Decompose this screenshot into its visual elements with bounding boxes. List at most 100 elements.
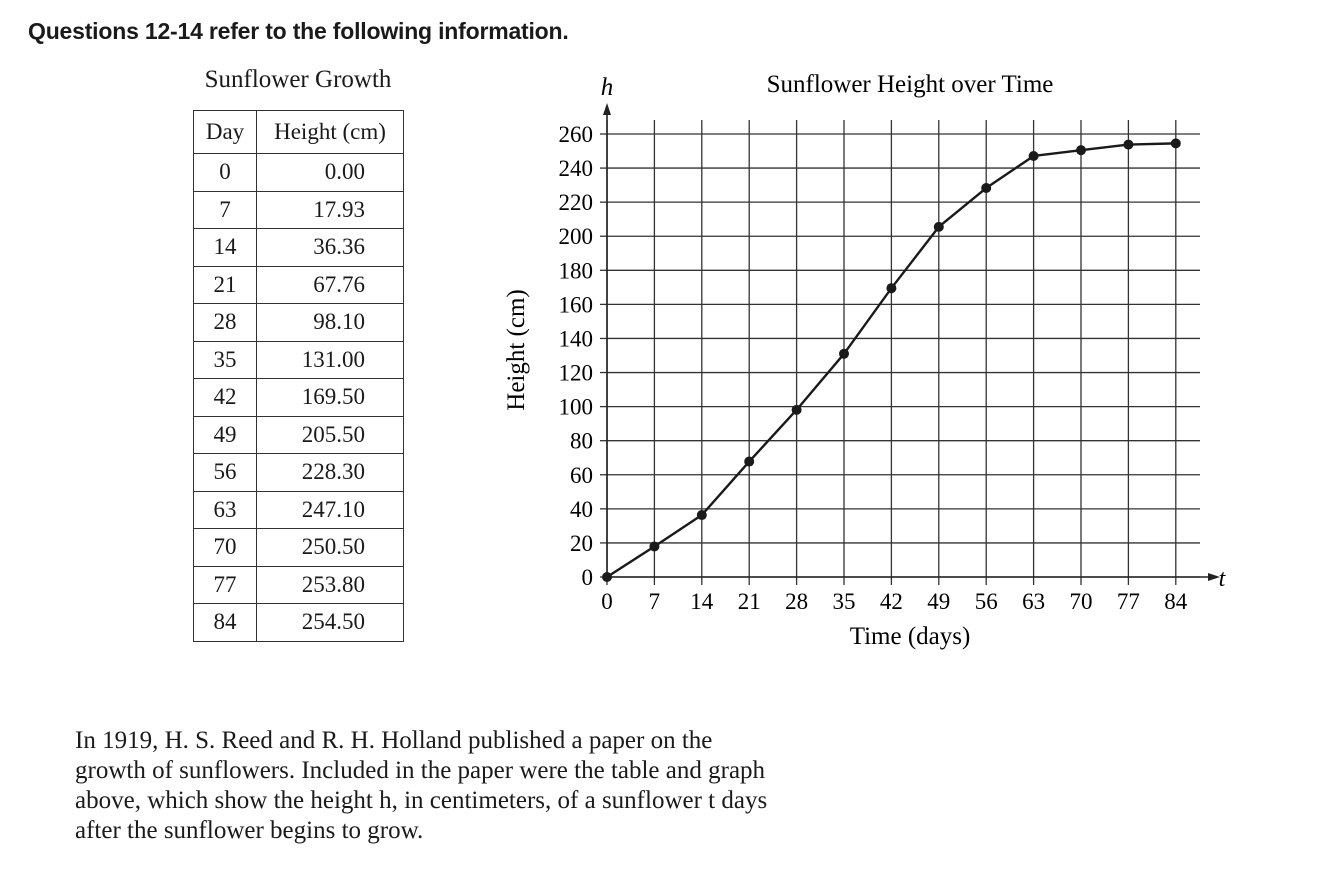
day-cell: 28	[193, 303, 257, 342]
day-cell: 70	[193, 528, 257, 567]
day-cell: 35	[193, 340, 257, 379]
x-tick-label: 21	[738, 589, 761, 614]
y-axis-arrow	[603, 103, 611, 115]
data-point	[791, 404, 802, 415]
passage-line: after the sunflower begins to grow.	[75, 817, 424, 844]
y-axis-variable: h	[601, 74, 614, 101]
height-cell: 228.30	[256, 453, 404, 492]
chart-series	[602, 138, 1181, 582]
table-row: 84 254.50	[193, 603, 404, 642]
x-tick-label: 63	[1022, 589, 1045, 614]
x-tick-label: 42	[880, 589, 903, 614]
x-tick-label: 56	[975, 589, 998, 614]
day-cell: 49	[193, 415, 257, 454]
x-axis-label: Time (days)	[850, 623, 971, 650]
day-cell: 21	[193, 265, 257, 304]
y-tick-label: 140	[559, 326, 594, 351]
height-cell: 36.36	[256, 228, 404, 267]
column-header-day: Day	[193, 110, 257, 154]
y-tick-label: 80	[570, 429, 593, 454]
day-cell: 14	[193, 228, 257, 267]
chart-grid	[600, 120, 1200, 585]
passage-line: above, which show the height h, in centi…	[75, 787, 768, 814]
table-row: 0 0.00	[193, 153, 404, 192]
y-tick-label: 100	[559, 395, 594, 420]
data-point	[886, 283, 897, 294]
height-cell: 98.10	[256, 303, 404, 342]
data-point	[744, 456, 755, 467]
passage: In 1919, H. S. Reed and R. H. Holland pu…	[75, 726, 875, 846]
day-cell: 77	[193, 565, 257, 604]
table-row: 21 67.76	[193, 265, 404, 304]
height-cell: 250.50	[256, 528, 404, 567]
table-row: 28 98.10	[193, 303, 404, 342]
y-tick-label: 240	[559, 156, 594, 181]
column-header-height: Height (cm)	[256, 110, 404, 154]
y-tick-label: 120	[559, 361, 594, 386]
data-point	[1076, 145, 1086, 156]
page-heading: Questions 12-14 refer to the following i…	[28, 18, 569, 44]
data-point	[1170, 138, 1181, 149]
table-header-row: Day Height (cm)	[193, 110, 404, 154]
table-title: Sunflower Growth	[204, 66, 392, 93]
height-cell: 247.10	[256, 490, 404, 529]
table-row: 7 17.93	[193, 190, 404, 229]
height-cell: 0.00	[256, 153, 404, 192]
y-tick-label: 180	[559, 258, 594, 283]
y-tick-label: 0	[582, 565, 594, 590]
x-tick-label: 49	[927, 589, 950, 614]
x-tick-label: 70	[1070, 589, 1093, 614]
day-cell: 42	[193, 378, 257, 417]
x-tick-labels: 0 7 14 21 28 35 42 49 56 63 70 77 84	[601, 589, 1188, 614]
x-tick-label: 0	[601, 589, 613, 614]
passage-line: In 1919, H. S. Reed and R. H. Holland pu…	[75, 727, 713, 754]
data-point	[696, 510, 707, 521]
height-cell: 67.76	[256, 265, 404, 304]
table-row: 56 228.30	[193, 453, 404, 492]
x-tick-label: 7	[649, 589, 661, 614]
data-point	[933, 221, 944, 232]
height-cell: 253.80	[256, 565, 404, 604]
y-tick-label: 40	[570, 497, 593, 522]
y-tick-labels: 0 20 40 60 80 100 120 140 160 180 200 220 240 260	[559, 122, 594, 590]
table-row: 77 253.80	[193, 565, 404, 604]
x-tick-label: 28	[785, 589, 808, 614]
x-axis-arrow	[1208, 573, 1220, 581]
y-tick-label: 200	[559, 224, 594, 249]
height-cell: 169.50	[256, 378, 404, 417]
height-cell: 254.50	[256, 603, 404, 642]
x-tick-label: 35	[833, 589, 856, 614]
height-over-time-chart: 0 20 40 60 80 100 120 140 160 180 200 220 240 260 0 7 1…	[503, 71, 1227, 650]
table-row: 35 131.00	[193, 340, 404, 379]
data-point	[602, 572, 612, 582]
table-row: 70 250.50	[193, 528, 404, 567]
y-tick-label: 260	[559, 122, 594, 147]
table-row: 42 169.50	[193, 378, 404, 417]
data-point	[981, 183, 992, 194]
height-cell: 205.50	[256, 415, 404, 454]
y-tick-label: 60	[570, 463, 593, 488]
height-cell: 131.00	[256, 340, 404, 379]
data-point	[839, 348, 849, 359]
data-point	[1123, 139, 1134, 150]
x-axis-variable: t	[1219, 566, 1227, 592]
y-tick-label: 160	[559, 292, 594, 317]
day-cell: 84	[193, 603, 257, 642]
table-row: 14 36.36	[193, 228, 404, 267]
growth-table: Day Height (cm) 0 0.00 7 17.93 14 36.36 21 67.7…	[193, 110, 404, 642]
day-cell: 0	[193, 153, 257, 192]
x-tick-label: 77	[1117, 589, 1140, 614]
table-body: 0 0.00 7 17.93 14 36.36 21 67.76 28 98.10 35 131.00…	[193, 153, 404, 642]
day-cell: 7	[193, 190, 257, 229]
table-row: 63 247.10	[193, 490, 404, 529]
passage-line: growth of sunflowers. Included in the pa…	[75, 757, 766, 784]
y-tick-label: 20	[570, 531, 593, 556]
x-tick-label: 14	[690, 589, 714, 614]
day-cell: 56	[193, 453, 257, 492]
y-axis-label: Height (cm)	[503, 289, 530, 410]
data-point	[649, 541, 660, 552]
day-cell: 63	[193, 490, 257, 529]
chart-title: Sunflower Height over Time	[767, 71, 1054, 98]
data-point	[1028, 150, 1039, 161]
height-cell: 17.93	[256, 190, 404, 229]
